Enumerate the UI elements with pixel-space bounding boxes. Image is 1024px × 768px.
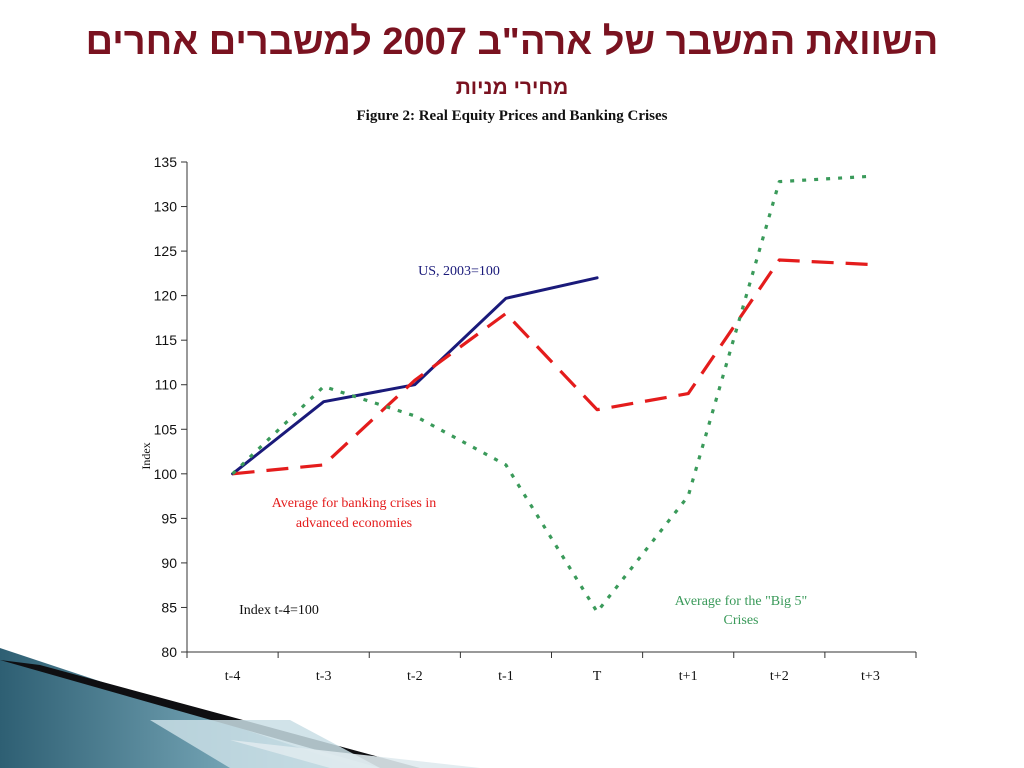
slide-subtitle: מחירי מניות: [455, 76, 569, 99]
y-tick-label: 125: [154, 243, 178, 259]
figure-caption: Figure 2: Real Equity Prices and Banking…: [356, 108, 668, 124]
y-tick-label: 80: [161, 644, 177, 660]
x-tick-label: t-3: [316, 669, 332, 684]
x-tick-label: t-1: [498, 669, 514, 684]
series-line-1: [231, 276, 599, 476]
chart-series: [231, 174, 871, 614]
x-tick-label: t+3: [861, 669, 880, 684]
annotation-us-label: US, 2003=100: [418, 264, 500, 279]
annotation-banking-line1: Average for banking crises in: [272, 496, 437, 511]
y-tick-label: 120: [154, 288, 178, 304]
annotation-banking-line2: advanced economies: [296, 516, 412, 531]
y-tick-label: 115: [155, 332, 178, 348]
x-tick-label: t-4: [225, 669, 241, 684]
y-tick-label: 85: [161, 599, 177, 615]
annotation-big5-line1: Average for the "Big 5": [675, 594, 807, 609]
y-tick-label: 135: [154, 154, 178, 170]
slide-title: השוואת המשבר של ארה"ב 2007 למשברים אחרים: [85, 21, 939, 63]
series-line-3: [231, 174, 871, 614]
x-tick-label: T: [593, 669, 602, 684]
x-tick-label: t+2: [770, 669, 789, 684]
annotation-big5-line2: Crises: [724, 613, 759, 628]
y-tick-label: 90: [161, 555, 177, 571]
series-line-2: [232, 258, 871, 476]
y-tick-label: 130: [154, 199, 178, 215]
y-tick-label: 110: [155, 377, 178, 393]
annotation-index-note: Index t-4=100: [239, 603, 319, 618]
y-tick-label: 105: [154, 421, 178, 437]
y-tick-label: 100: [154, 466, 178, 482]
y-tick-label: 95: [161, 510, 177, 526]
chart-annotations: US, 2003=100 Average for banking crises …: [139, 264, 807, 628]
y-axis-label: Index: [139, 442, 153, 469]
x-tick-label: t-2: [407, 669, 423, 684]
x-tick-label: t+1: [679, 669, 698, 684]
